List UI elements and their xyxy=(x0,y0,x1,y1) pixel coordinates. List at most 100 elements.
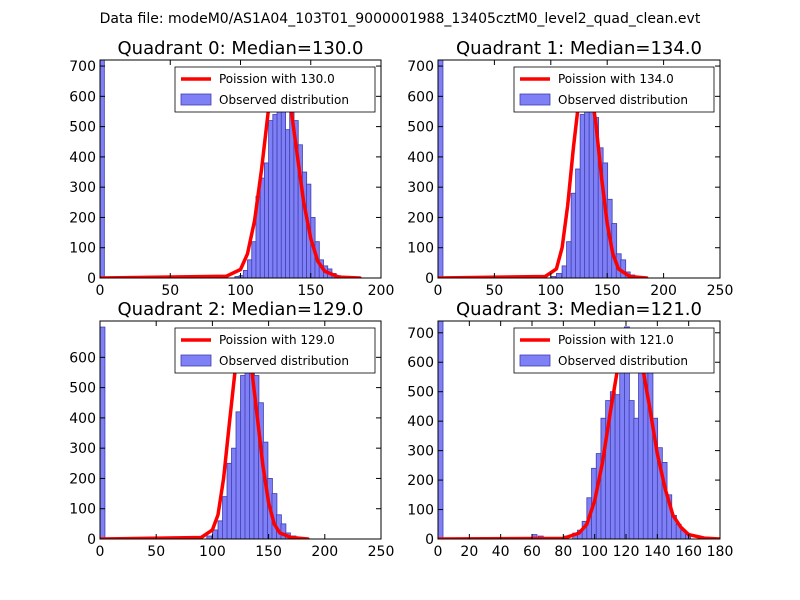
histogram-bar xyxy=(263,162,270,278)
y-tick-label: 0 xyxy=(425,271,434,287)
x-tick-label: 120 xyxy=(613,544,640,560)
histogram-bar xyxy=(272,114,278,278)
axes-frame xyxy=(437,59,721,279)
y-tick-label: 300 xyxy=(69,441,96,457)
x-tick-label: 0 xyxy=(96,283,105,299)
y-tick-label: 100 xyxy=(407,241,434,257)
y-tick-label: 200 xyxy=(407,473,434,489)
y-tick-label: 0 xyxy=(425,532,434,548)
y-tick-label: 500 xyxy=(407,120,434,136)
y-tick-label: 200 xyxy=(69,471,96,487)
histogram-bar xyxy=(100,60,105,278)
legend-label-poisson: Poission with 121.0 xyxy=(558,333,674,347)
y-tick-label: 100 xyxy=(407,503,434,519)
y-tick-label: 0 xyxy=(87,271,96,287)
histogram-bar xyxy=(438,321,444,539)
y-tick-label: 700 xyxy=(69,59,96,75)
histogram-bar xyxy=(438,60,444,278)
x-tick-label: 200 xyxy=(311,544,338,560)
panel-2: 0 50 100 150 200 250 0 100 200 300 400 500 600 Quadra… xyxy=(69,299,394,560)
y-tick-label: 500 xyxy=(69,120,96,136)
x-tick-label: 200 xyxy=(368,283,395,299)
histogram-bar xyxy=(276,111,282,278)
legend: Poission with 129.0 Observed distribution xyxy=(174,327,376,374)
histogram-bar xyxy=(206,535,213,539)
histogram-bar xyxy=(628,400,635,539)
panel-1: 0 50 100 150 200 250 0 100 200 300 400 500 600 700 Qua… xyxy=(407,38,733,299)
legend-bar-swatch xyxy=(519,93,551,106)
legend: Poission with 134.0 Observed distribution xyxy=(513,66,715,113)
y-tick-label: 600 xyxy=(69,89,96,105)
y-tick-label: 500 xyxy=(69,381,96,397)
x-tick-label: 250 xyxy=(368,544,395,560)
y-tick-label: 100 xyxy=(69,502,96,518)
histogram-bar xyxy=(647,361,654,539)
y-tick-label: 200 xyxy=(69,210,96,226)
legend-bar-swatch xyxy=(180,93,212,106)
y-tick-label: 600 xyxy=(407,89,434,105)
x-tick-label: 40 xyxy=(492,544,510,560)
x-tick-label: 150 xyxy=(255,544,282,560)
y-tick-label: 400 xyxy=(69,150,96,166)
x-tick-label: 0 xyxy=(434,544,443,560)
panel-title: Quadrant 0: Median=130.0 xyxy=(118,38,364,59)
y-tick-label: 0 xyxy=(87,532,96,548)
histogram-bar xyxy=(247,259,253,278)
y-tick-label: 400 xyxy=(407,150,434,166)
x-tick-label: 150 xyxy=(594,283,621,299)
y-tick-label: 300 xyxy=(407,444,434,460)
y-tick-label: 400 xyxy=(407,414,434,430)
histogram-bar xyxy=(100,326,106,539)
x-tick-label: 20 xyxy=(460,544,478,560)
x-tick-label: 250 xyxy=(707,283,734,299)
x-tick-label: 0 xyxy=(96,544,105,560)
histogram-bar xyxy=(251,241,257,278)
x-tick-label: 80 xyxy=(554,544,572,560)
panel-title: Quadrant 2: Median=129.0 xyxy=(118,299,364,320)
x-tick-label: 150 xyxy=(297,283,324,299)
y-tick-label: 400 xyxy=(69,411,96,427)
x-tick-label: 160 xyxy=(675,544,702,560)
y-tick-label: 600 xyxy=(69,350,96,366)
x-tick-label: 60 xyxy=(523,544,541,560)
axes-frame xyxy=(437,320,721,540)
x-tick-label: 50 xyxy=(161,283,179,299)
x-tick-label: 100 xyxy=(537,283,564,299)
x-tick-label: 100 xyxy=(581,544,608,560)
x-tick-label: 50 xyxy=(485,283,503,299)
histogram-bar xyxy=(556,273,562,278)
x-tick-label: 200 xyxy=(650,283,677,299)
y-tick-label: 100 xyxy=(69,241,96,257)
histogram-bar xyxy=(285,129,291,278)
x-tick-label: 100 xyxy=(199,544,226,560)
histogram-bar xyxy=(268,120,274,278)
legend-label-poisson: Poission with 129.0 xyxy=(219,333,335,347)
x-tick-label: 180 xyxy=(707,544,734,560)
histogram-bar xyxy=(633,417,640,539)
legend-label-observed: Observed distribution xyxy=(219,354,349,368)
y-tick-label: 300 xyxy=(69,180,96,196)
x-tick-label: 100 xyxy=(227,283,254,299)
legend-bar-swatch xyxy=(519,354,551,367)
y-tick-label: 200 xyxy=(407,210,434,226)
panel-3: 0 20 40 60 80 100 120 140 160 180 0 100 200 300 400 500… xyxy=(407,299,733,560)
y-tick-label: 700 xyxy=(407,326,434,342)
histogram-bar xyxy=(619,350,626,539)
y-tick-label: 600 xyxy=(407,355,434,371)
legend: Poission with 130.0 Observed distribution xyxy=(174,66,376,113)
panel-title: Quadrant 3: Median=121.0 xyxy=(456,299,702,320)
histogram-bar xyxy=(638,358,644,539)
panel-title: Quadrant 1: Median=134.0 xyxy=(456,38,702,59)
histogram-bar xyxy=(242,270,249,278)
histogram-bar xyxy=(259,177,265,278)
x-tick-label: 140 xyxy=(644,544,671,560)
figure-suptitle: Data file: modeM0/AS1A04_103T01_90000019… xyxy=(100,11,701,27)
legend-label-observed: Observed distribution xyxy=(558,93,688,107)
legend-label-poisson: Poission with 134.0 xyxy=(558,72,674,86)
legend: Poission with 121.0 Observed distribution xyxy=(513,327,715,374)
legend-label-poisson: Poission with 130.0 xyxy=(219,72,335,86)
y-tick-label: 300 xyxy=(407,180,434,196)
axes-frame xyxy=(99,320,382,540)
legend-box xyxy=(174,327,376,374)
